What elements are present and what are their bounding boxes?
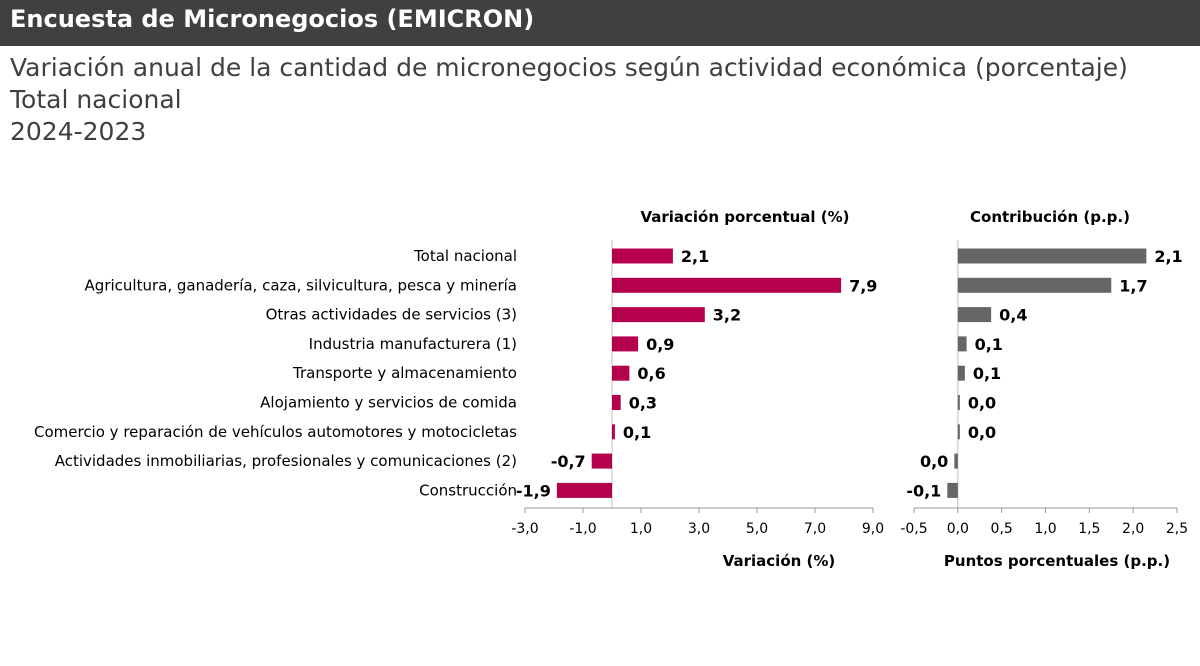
bar <box>954 453 958 469</box>
data-label: 0,4 <box>999 306 1027 325</box>
data-label: 2,1 <box>681 247 709 266</box>
data-label: 7,9 <box>849 276 877 295</box>
banner-title: Encuesta de Micronegocios (EMICRON) <box>10 5 535 33</box>
category-label: Alojamiento y servicios de comida <box>260 394 517 412</box>
bar <box>612 277 842 293</box>
bar <box>957 248 1147 264</box>
bar <box>556 482 612 498</box>
x-tick-label: 0,5 <box>991 521 1013 537</box>
bar <box>957 307 992 323</box>
data-label: 0,0 <box>968 423 996 442</box>
x-tick-label: 5,0 <box>746 521 768 537</box>
data-label: 0,6 <box>637 364 665 383</box>
category-label: Otras actividades de servicios (3) <box>266 306 517 324</box>
period-label: 2024-2023 <box>10 117 147 146</box>
data-label: 2,1 <box>1154 247 1182 266</box>
bar <box>957 336 967 352</box>
category-label: Comercio y reparación de vehículos autom… <box>34 423 517 441</box>
data-label: 0,1 <box>973 364 1001 383</box>
x-axis-label: Variación (%) <box>723 552 836 570</box>
panel-title: Contribución (p.p.) <box>970 208 1130 226</box>
bar <box>612 248 673 264</box>
data-label: -1,9 <box>516 481 551 500</box>
x-tick-label: 1,0 <box>1034 521 1056 537</box>
x-tick-label: 2,0 <box>1122 521 1144 537</box>
bar <box>612 365 630 381</box>
x-tick-label: -0,5 <box>900 521 927 537</box>
x-tick-label: 1,0 <box>630 521 652 537</box>
page-title: Variación anual de la cantidad de micron… <box>10 53 1128 82</box>
x-tick-label: 7,0 <box>804 521 826 537</box>
bar <box>612 307 705 323</box>
category-label: Construcción <box>419 481 517 499</box>
x-tick-label: 2,5 <box>1166 521 1188 537</box>
bar <box>947 482 958 498</box>
bar <box>612 336 639 352</box>
x-tick-label: 9,0 <box>862 521 884 537</box>
scope-label: Total nacional <box>10 85 182 114</box>
category-label: Total nacional <box>413 247 517 265</box>
panel-title: Variación porcentual (%) <box>640 208 849 226</box>
bar <box>957 277 1112 293</box>
header-banner: Encuesta de Micronegocios (EMICRON) <box>0 0 1200 46</box>
data-label: 0,0 <box>920 452 948 471</box>
category-label: Industria manufacturera (1) <box>309 335 517 353</box>
bar <box>957 365 965 381</box>
bar <box>612 424 615 440</box>
bar <box>957 424 960 440</box>
x-tick-label: 1,5 <box>1078 521 1100 537</box>
category-label: Agricultura, ganadería, caza, silvicultu… <box>85 276 517 294</box>
x-tick-label: -1,0 <box>569 521 596 537</box>
data-label: 3,2 <box>713 306 741 325</box>
data-label: -0,7 <box>551 452 586 471</box>
x-tick-label: 0,0 <box>947 521 969 537</box>
category-label: Transporte y almacenamiento <box>292 364 517 382</box>
x-tick-label: 3,0 <box>688 521 710 537</box>
category-label: Actividades inmobiliarias, profesionales… <box>55 452 517 470</box>
x-tick-label: -3,0 <box>511 521 538 537</box>
bar <box>612 395 621 410</box>
data-label: -0,1 <box>906 481 941 500</box>
data-label: 0,1 <box>623 423 651 442</box>
bar <box>591 453 612 469</box>
data-label: 0,9 <box>646 335 674 354</box>
data-label: 1,7 <box>1119 276 1147 295</box>
x-axis-label: Puntos porcentuales (p.p.) <box>944 552 1170 570</box>
data-label: 0,0 <box>968 394 996 413</box>
bar <box>957 395 960 410</box>
data-label: 0,3 <box>629 394 657 413</box>
data-label: 0,1 <box>975 335 1003 354</box>
